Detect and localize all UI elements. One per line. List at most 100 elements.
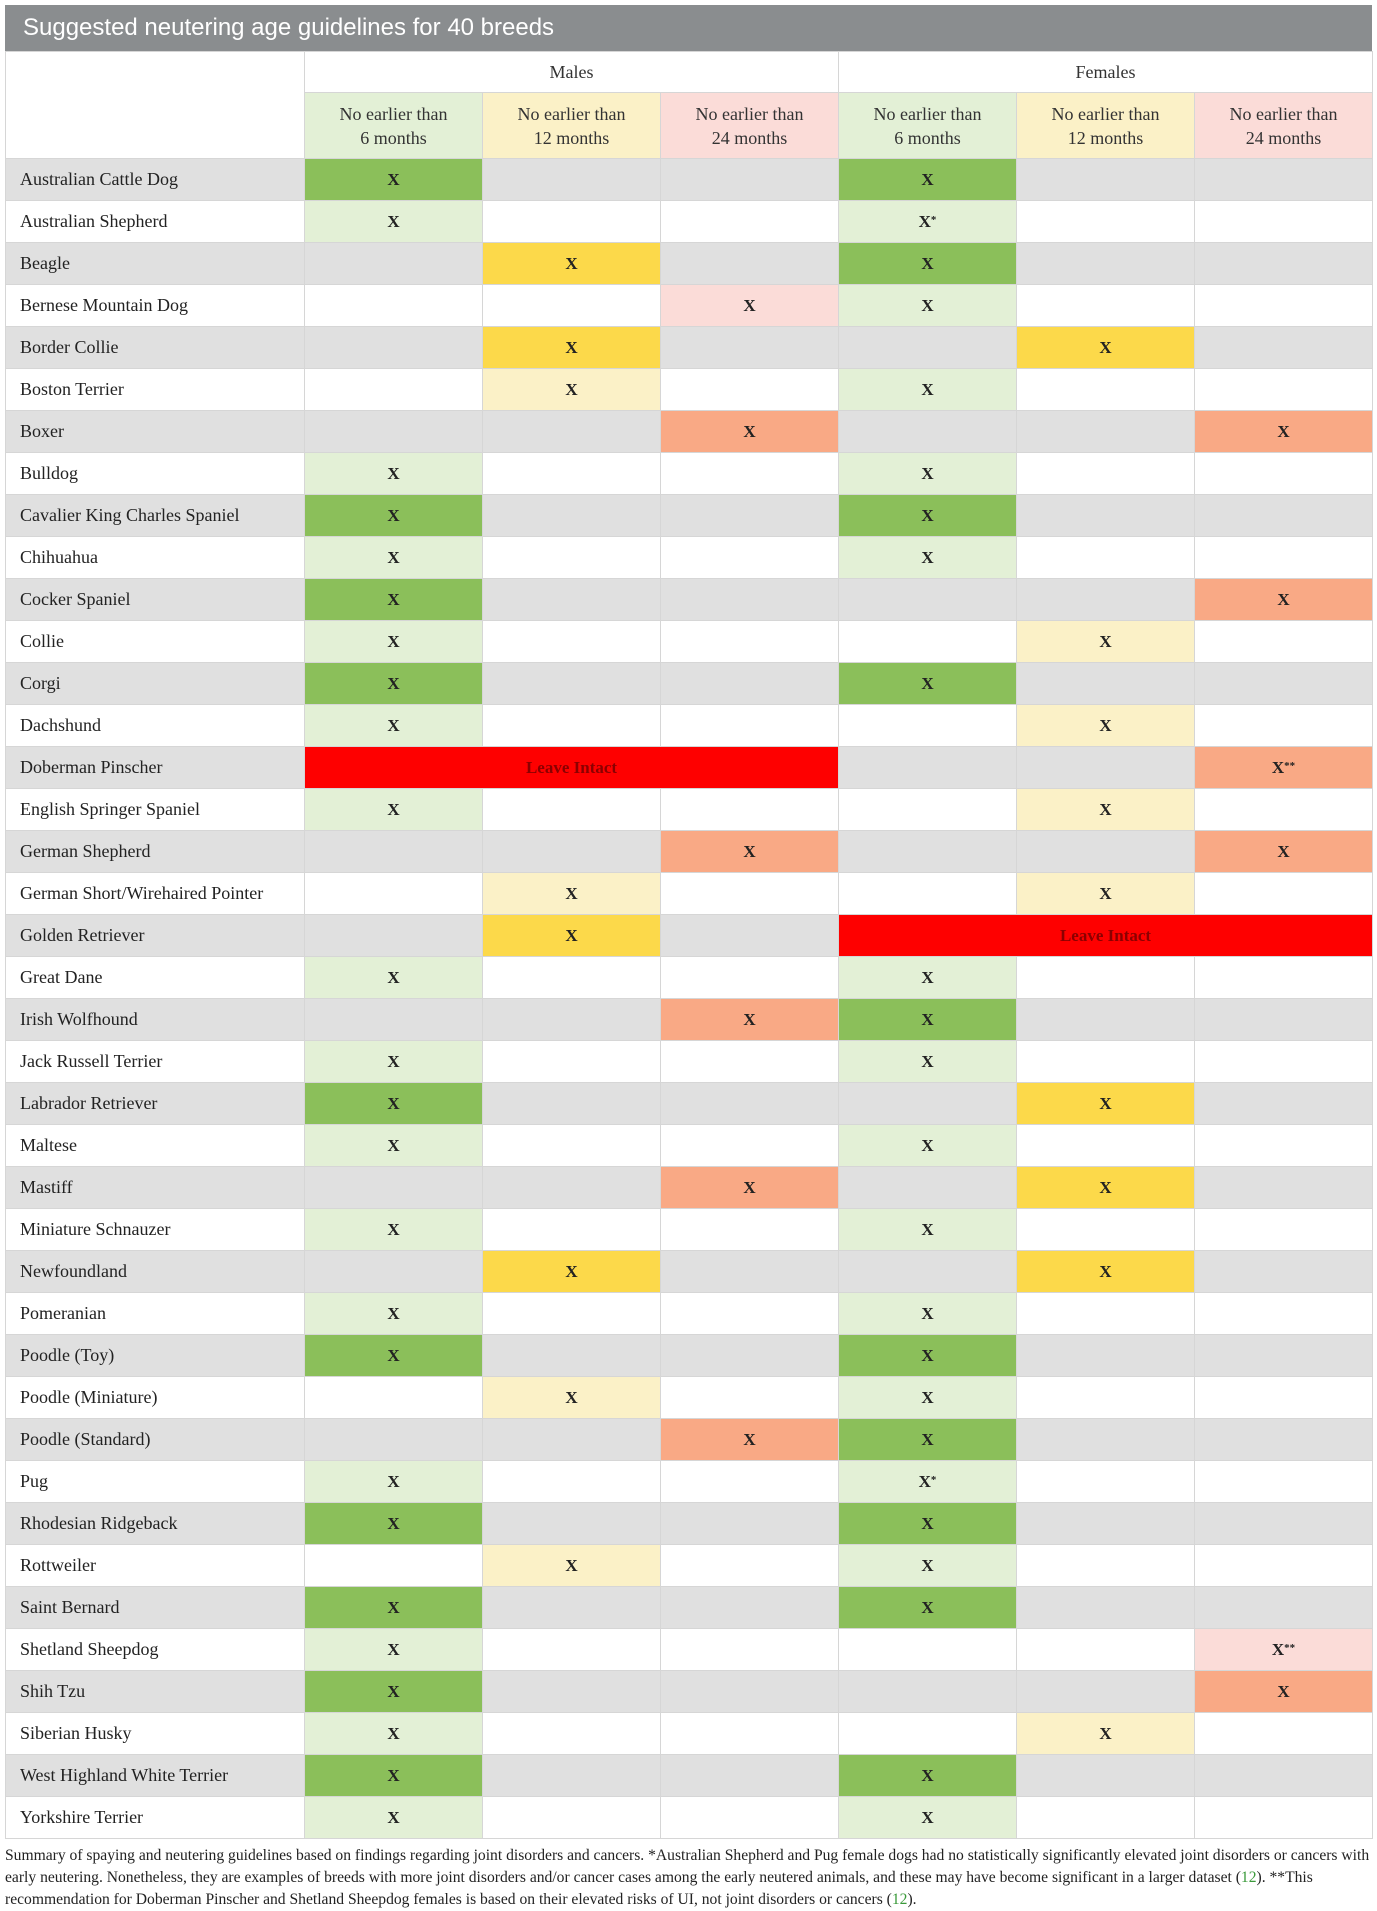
female-recommendation-mark: X — [838, 242, 1017, 285]
male-recommendation-mark: X — [304, 1502, 483, 1545]
female-recommendation-mark: X — [838, 1796, 1017, 1839]
male-empty-cell — [482, 536, 661, 579]
table-row: Saint Bernard X X — [5, 1586, 1374, 1629]
footnote-reference-link[interactable]: 12 — [891, 1891, 908, 1908]
male-empty-cell — [482, 956, 661, 999]
female-empty-cell — [838, 410, 1017, 453]
male-recommendation-mark: X — [482, 872, 661, 915]
male-empty-cell — [660, 1082, 839, 1125]
male-empty-cell — [660, 1586, 839, 1629]
male-empty-cell — [304, 998, 483, 1041]
female-empty-cell — [1016, 1040, 1195, 1083]
male-empty-cell — [482, 1166, 661, 1209]
age-header-line2: 12 months — [1067, 127, 1144, 148]
male-recommendation-mark: X — [482, 1376, 661, 1419]
male-empty-cell — [482, 1082, 661, 1125]
breed-name: Great Dane — [5, 956, 305, 999]
female-recommendation-mark: X — [838, 1754, 1017, 1797]
age-header-line2: 6 months — [360, 127, 427, 148]
breed-name: Yorkshire Terrier — [5, 1796, 305, 1839]
table-row: Australian Cattle Dog X X — [5, 158, 1374, 201]
breed-name: Shih Tzu — [5, 1670, 305, 1713]
male-empty-cell — [304, 326, 483, 369]
female-empty-cell — [838, 704, 1017, 747]
male-empty-cell — [482, 494, 661, 537]
female-empty-cell — [1016, 1502, 1195, 1545]
breed-name: Irish Wolfhound — [5, 998, 305, 1041]
breed-name: Border Collie — [5, 326, 305, 369]
guidelines-table-container: Suggested neutering age guidelines for 4… — [5, 5, 1374, 1911]
footnote-text-3: ). — [907, 1891, 917, 1908]
female-empty-cell — [1193, 1292, 1374, 1335]
male-empty-cell — [482, 1418, 661, 1461]
female-empty-cell — [1193, 536, 1374, 579]
breed-name: Australian Cattle Dog — [5, 158, 305, 201]
male-leave-intact-cell: Leave Intact — [304, 746, 839, 789]
age-subheader-row: No earlier than 6 months No earlier than 12… — [6, 92, 1374, 159]
female-recommendation-mark: X — [838, 1334, 1017, 1377]
female-recommendation-mark: X — [838, 956, 1017, 999]
male-empty-cell — [304, 872, 483, 915]
male-empty-cell — [482, 1628, 661, 1671]
female-recommendation-mark: X — [1016, 1166, 1195, 1209]
female-recommendation-mark: X — [1016, 704, 1195, 747]
female-empty-cell — [838, 1628, 1017, 1671]
male-empty-cell — [482, 1124, 661, 1167]
footnote-text-1: Summary of spaying and neutering guideli… — [5, 1847, 1370, 1886]
males-12-months-header: No earlier than 12 months — [482, 92, 661, 159]
table-row: Dachshund X X — [5, 704, 1374, 747]
male-empty-cell — [660, 662, 839, 705]
male-empty-cell — [660, 1208, 839, 1251]
female-recommendation-mark: X — [1016, 788, 1195, 831]
male-empty-cell — [660, 578, 839, 621]
females-6-months-header: No earlier than 6 months — [838, 92, 1017, 159]
male-recommendation-mark: X — [304, 1082, 483, 1125]
female-empty-cell — [838, 326, 1017, 369]
female-recommendation-mark: X — [838, 494, 1017, 537]
female-empty-cell — [1193, 284, 1374, 327]
breed-name: West Highland White Terrier — [5, 1754, 305, 1797]
table-row: Cavalier King Charles Spaniel X X — [5, 494, 1374, 537]
female-recommendation-mark: X — [1193, 1670, 1374, 1713]
female-empty-cell — [1193, 368, 1374, 411]
table-row: West Highland White Terrier X X — [5, 1754, 1374, 1797]
table-row: Golden Retriever X Leave Intact — [5, 914, 1374, 957]
breed-name: Cocker Spaniel — [5, 578, 305, 621]
female-empty-cell — [838, 872, 1017, 915]
breed-name: Beagle — [5, 242, 305, 285]
female-empty-cell — [838, 788, 1017, 831]
male-recommendation-mark: X — [660, 1166, 839, 1209]
females-group-header: Females — [837, 51, 1374, 93]
table-row: Pomeranian X X — [5, 1292, 1374, 1335]
female-empty-cell — [1193, 1208, 1374, 1251]
male-empty-cell — [482, 578, 661, 621]
male-recommendation-mark: X — [660, 830, 839, 873]
female-empty-cell — [1193, 1712, 1374, 1755]
female-empty-cell — [1016, 494, 1195, 537]
female-recommendation-mark: X — [838, 1544, 1017, 1587]
table-row: Beagle X X — [5, 242, 1374, 285]
male-empty-cell — [660, 620, 839, 663]
female-recommendation-mark: X — [838, 998, 1017, 1041]
male-empty-cell — [660, 872, 839, 915]
female-empty-cell — [1016, 368, 1195, 411]
male-recommendation-mark: X — [304, 704, 483, 747]
male-empty-cell — [482, 1334, 661, 1377]
age-header-line2: 24 months — [1245, 127, 1322, 148]
age-header-line2: 24 months — [711, 127, 788, 148]
male-empty-cell — [304, 368, 483, 411]
female-leave-intact-cell: Leave Intact — [837, 914, 1374, 957]
age-header-line1: No earlier than — [695, 103, 804, 124]
female-recommendation-mark: X — [838, 662, 1017, 705]
footnote-reference-link[interactable]: 12 — [1240, 1869, 1257, 1886]
female-recommendation-mark: X — [838, 536, 1017, 579]
male-empty-cell — [482, 410, 661, 453]
female-recommendation-mark: X — [838, 1292, 1017, 1335]
table-row: Irish Wolfhound X X — [5, 998, 1374, 1041]
female-recommendation-mark: X — [1016, 1250, 1195, 1293]
female-empty-cell — [1016, 1208, 1195, 1251]
male-empty-cell — [660, 1460, 839, 1503]
male-empty-cell — [660, 788, 839, 831]
female-recommendation-mark: X — [838, 1208, 1017, 1251]
footnote-text-2: ). **This recommendation for Doberman Pi… — [5, 1869, 1313, 1908]
